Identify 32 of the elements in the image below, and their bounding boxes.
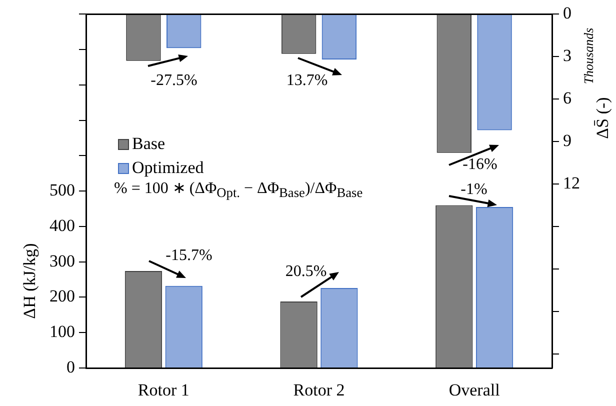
annotation: -16% (462, 156, 498, 174)
annotation: % = 100 ∗ (ΔΦ$_{Opt.}$ − ΔΦ$_{Base}$)/ΔΦ$_{Base}$ (114, 179, 363, 202)
y-tick-label: 0 (66, 357, 75, 376)
x-tick-label: Rotor 1 (138, 380, 190, 400)
y2-axis-title: ΔS̄ (-) (593, 97, 613, 139)
annotation: -27.5% (150, 72, 198, 90)
y-tick-label: 300 (50, 251, 75, 270)
bar (320, 288, 358, 368)
x-tick-label: Overall (448, 380, 500, 400)
y-tick-label: 100 (50, 322, 75, 342)
y-tick-label: 400 (50, 216, 75, 235)
legend-label: Base (132, 134, 166, 154)
bar (165, 286, 202, 368)
y2-tick-label: 9 (563, 131, 572, 150)
y2-tick-label: 6 (563, 88, 572, 108)
bar (476, 207, 514, 368)
y2-tick-label: 12 (563, 173, 580, 192)
bar (477, 14, 512, 130)
y-axis-title: ΔH (kJ/kg) (20, 243, 40, 319)
legend-label: Optimized (132, 158, 204, 178)
y2-tick-label: 3 (563, 46, 572, 66)
y2-tick-label: 0 (563, 4, 572, 23)
y-tick-label: 200 (50, 286, 75, 306)
bar (322, 14, 357, 60)
annotation: -1% (460, 181, 488, 199)
annotation: 20.5% (285, 263, 327, 281)
text: Thousands (581, 28, 597, 84)
annotation: -15.7% (166, 247, 212, 265)
annotation: 13.7% (286, 72, 328, 90)
x-tick-label: Rotor 2 (293, 380, 345, 400)
bar (166, 14, 202, 48)
y-tick-label: 500 (50, 180, 75, 200)
